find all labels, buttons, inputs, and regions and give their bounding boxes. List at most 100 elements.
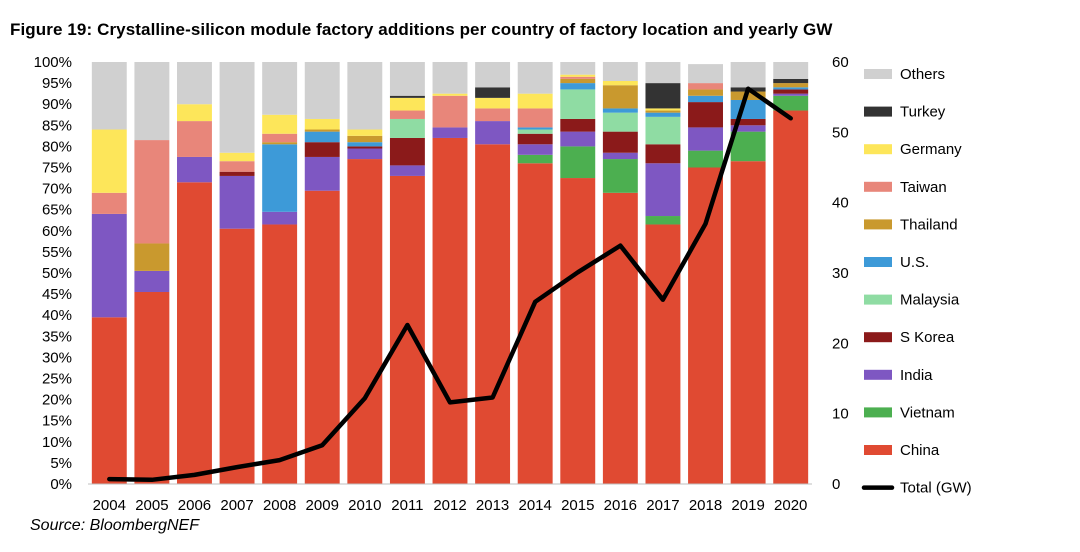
legend-label-taiwan: Taiwan: [900, 179, 947, 196]
y-right-tick-label: 60: [832, 54, 849, 71]
bar-segment-china: [432, 137, 468, 484]
legend-swatch-thailand: [864, 219, 892, 230]
y-left-tick-label: 55%: [42, 244, 72, 261]
y-right-tick-label: 40: [832, 195, 849, 212]
legend-swatch-turkey: [864, 106, 892, 117]
x-tick-label: 2020: [774, 497, 807, 514]
bar-segment-s-korea: [560, 118, 596, 132]
bar-segment-others: [560, 62, 596, 75]
y-left-tick-label: 90%: [42, 96, 72, 113]
bar-segment-taiwan: [517, 108, 553, 128]
y-left-tick-label: 35%: [42, 328, 72, 345]
bar-segment-india: [432, 127, 468, 138]
bar-segment-germany: [517, 93, 553, 109]
y-right-tick-label: 30: [832, 265, 849, 282]
bar-segment-taiwan: [219, 161, 255, 172]
bar-segment-china: [517, 163, 553, 484]
x-tick-label: 2012: [433, 497, 466, 514]
bar-segment-taiwan: [177, 121, 212, 157]
x-tick-label: 2016: [604, 497, 637, 514]
x-tick-label: 2004: [93, 497, 126, 514]
legend-label-turkey: Turkey: [900, 104, 946, 121]
bar-segment-china: [177, 182, 212, 484]
bar-segment-u-s-: [517, 127, 553, 130]
legend-swatch-taiwan: [864, 181, 892, 192]
x-tick-label: 2009: [306, 497, 339, 514]
bar-segment-china: [475, 144, 511, 485]
bar-segment-turkey: [645, 83, 681, 109]
legend-label-malaysia: Malaysia: [900, 292, 960, 309]
bar-segment-u-s-: [560, 83, 596, 90]
bar-segment-others: [432, 62, 468, 94]
x-tick-label: 2006: [178, 497, 211, 514]
y-right-tick-label: 0: [832, 476, 840, 493]
bar-segment-china: [262, 224, 298, 484]
x-tick-label: 2019: [731, 497, 764, 514]
bar-segment-germany: [219, 152, 255, 162]
bar-segment-taiwan: [688, 83, 723, 90]
bar-segment-thailand: [602, 85, 638, 109]
bar-segment-u-s-: [602, 108, 638, 113]
bar-segment-others: [347, 62, 383, 130]
legend-label-thailand: Thailand: [900, 216, 958, 233]
bar-segment-turkey: [475, 87, 511, 98]
bar-segment-china: [134, 291, 170, 484]
bar-segment-thailand: [645, 110, 681, 113]
y-left-tick-label: 75%: [42, 160, 72, 177]
bar-segment-china: [645, 224, 681, 484]
bar-segment-others: [688, 64, 723, 84]
x-tick-label: 2015: [561, 497, 594, 514]
bar-segment-india: [645, 163, 681, 217]
bar-segment-china: [560, 178, 596, 485]
bar-segment-malaysia: [389, 118, 425, 138]
legend-label-india: India: [900, 367, 933, 384]
y-left-tick-label: 65%: [42, 202, 72, 219]
bar-segment-taiwan: [432, 95, 468, 128]
bar-segment-s-korea: [347, 146, 383, 149]
bar-segment-thailand: [560, 78, 596, 84]
bar-segment-germany: [432, 93, 468, 96]
bar-segment-china: [347, 159, 383, 484]
bar-segment-india: [602, 152, 638, 160]
bar-segment-india: [517, 144, 553, 155]
y-left-tick-label: 70%: [42, 181, 72, 198]
bar-segment-india: [177, 156, 212, 183]
legend-swatch-others: [864, 69, 892, 79]
bar-segment-malaysia: [517, 129, 553, 134]
bar-segment-others: [177, 62, 212, 105]
legend-swatch-s-korea: [864, 332, 892, 343]
bar-segment-taiwan: [560, 76, 596, 79]
bar-segment-s-korea: [688, 102, 723, 128]
bar-segment-germany: [475, 97, 511, 109]
legend-label-total-gw-: Total (GW): [900, 480, 972, 497]
x-tick-label: 2011: [391, 497, 423, 514]
legend-swatch-vietnam: [864, 407, 892, 418]
y-left-tick-label: 95%: [42, 75, 72, 92]
legend-label-others: Others: [900, 66, 945, 83]
x-tick-label: 2013: [476, 497, 509, 514]
x-tick-label: 2005: [135, 497, 168, 514]
legend-swatch-malaysia: [864, 294, 892, 305]
bar-segment-thailand: [262, 142, 298, 145]
bar-segment-u-s-: [304, 131, 340, 143]
y-left-tick-label: 80%: [42, 138, 72, 155]
bar-segment-others: [602, 62, 638, 81]
bar-segment-india: [475, 121, 511, 145]
bar-segment-others: [262, 62, 298, 115]
legend-swatch-u-s-: [864, 257, 892, 267]
bar-segment-china: [602, 192, 638, 484]
legend-swatch-india: [864, 369, 892, 380]
bar-segment-germany: [262, 114, 298, 134]
bar-segment-malaysia: [602, 112, 638, 132]
bar-segment-india: [304, 156, 340, 191]
bar-segment-taiwan: [91, 192, 127, 214]
bar-segment-u-s-: [730, 99, 766, 119]
bar-segment-china: [730, 161, 766, 485]
bar-segment-germany: [177, 104, 212, 122]
x-tick-label: 2007: [220, 497, 253, 514]
bar-segment-germany: [645, 108, 681, 111]
chart-source: Source: BloombergNEF: [30, 517, 199, 534]
bar-segment-china: [304, 190, 340, 484]
